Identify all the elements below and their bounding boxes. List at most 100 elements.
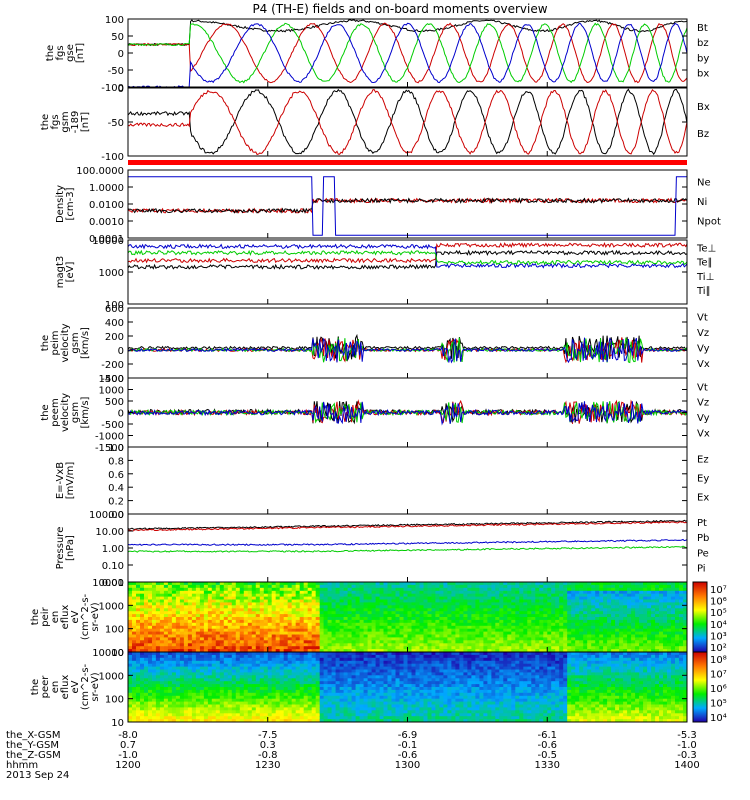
heatmap-cell xyxy=(659,584,664,589)
heatmap-cell xyxy=(251,643,257,647)
heatmap-cell xyxy=(291,684,297,688)
heatmap-cell xyxy=(267,678,273,682)
heatmap-cell xyxy=(599,649,604,652)
heatmap-cell xyxy=(207,593,213,598)
heatmap-cell xyxy=(339,660,345,665)
heatmap-cell xyxy=(199,675,205,679)
heatmap-cell xyxy=(631,614,636,618)
heatmap-cell xyxy=(195,643,201,647)
heatmap-cell xyxy=(327,713,333,717)
heatmap-cell xyxy=(627,590,632,595)
heatmap-cell xyxy=(339,713,345,717)
heatmap-cell xyxy=(195,596,201,601)
heatmap-cell xyxy=(503,602,508,606)
heatmap-cell xyxy=(215,602,221,606)
heatmap-cell xyxy=(343,672,349,676)
heatmap-cell xyxy=(507,599,512,603)
heatmap-cell xyxy=(547,596,552,601)
heatmap-cell xyxy=(239,713,245,717)
heatmap-cell xyxy=(327,669,333,673)
heatmap-cell xyxy=(675,631,680,636)
heatmap-cell xyxy=(128,596,133,601)
heatmap-cell xyxy=(391,596,397,601)
heatmap-cell xyxy=(271,698,277,703)
heatmap-cell xyxy=(323,669,329,673)
heatmap-cell xyxy=(495,637,500,641)
heatmap-cell xyxy=(319,675,325,679)
heatmap-cell xyxy=(343,660,349,665)
heatmap-cell xyxy=(267,617,273,621)
heatmap-cell xyxy=(195,660,201,665)
heatmap-cell xyxy=(435,599,440,603)
heatmap-cell xyxy=(671,608,676,612)
heatmap-cell xyxy=(231,713,237,717)
heatmap-cell xyxy=(339,698,345,703)
heatmap-cell xyxy=(463,596,468,601)
heatmap-cell xyxy=(331,669,337,673)
heatmap-cell xyxy=(439,643,444,647)
heatmap-cell xyxy=(140,704,145,708)
heatmap-cell xyxy=(140,590,145,595)
heatmap-cell xyxy=(132,663,137,668)
heatmap-cell xyxy=(375,593,381,598)
heatmap-cell xyxy=(371,593,377,598)
heatmap-cell xyxy=(379,599,385,603)
heatmap-cell xyxy=(335,596,341,601)
heatmap-cell xyxy=(291,640,297,644)
heatmap-cell xyxy=(299,666,305,671)
heatmap-cell xyxy=(515,649,520,652)
heatmap-cell xyxy=(271,617,277,621)
heatmap-cell xyxy=(323,713,329,717)
heatmap-cell xyxy=(311,640,317,644)
heatmap-cell xyxy=(351,605,357,609)
heatmap-cell xyxy=(215,704,221,708)
heatmap-cell xyxy=(219,692,225,697)
heatmap-cell xyxy=(603,619,608,624)
heatmap-cell xyxy=(203,654,209,659)
heatmap-cell xyxy=(599,614,604,618)
heatmap-cell xyxy=(667,646,672,650)
heatmap-cell xyxy=(395,649,401,652)
heatmap-cell xyxy=(223,625,229,630)
heatmap-cell xyxy=(132,695,137,700)
heatmap-cell xyxy=(511,602,516,606)
heatmap-cell xyxy=(132,713,137,717)
heatmap-cell xyxy=(339,695,345,700)
heatmap-cell xyxy=(679,646,684,650)
heatmap-cell xyxy=(367,631,373,636)
heatmap-cell xyxy=(487,643,492,647)
ytick-peem_velocity: 500 xyxy=(105,397,124,408)
heatmap-cell xyxy=(455,643,460,647)
heatmap-cell xyxy=(683,625,687,630)
heatmap-cell xyxy=(155,689,161,694)
heatmap-cell xyxy=(159,675,165,679)
heatmap-cell xyxy=(615,584,620,589)
ytick-pressure: 10.00 xyxy=(95,527,124,538)
heatmap-cell xyxy=(319,719,325,722)
heatmap-cell xyxy=(647,602,652,606)
heatmap-cell xyxy=(163,619,169,624)
heatmap-cell xyxy=(635,646,640,650)
heatmap-cell xyxy=(659,611,664,615)
heatmap-cell xyxy=(195,608,201,612)
heatmap-cell xyxy=(259,622,265,627)
heatmap-cell xyxy=(679,631,684,636)
heatmap-cell xyxy=(243,628,249,633)
ytick-density: 0.0100 xyxy=(89,200,124,211)
panel-frame xyxy=(127,169,688,239)
heatmap-cell xyxy=(152,710,157,714)
heatmap-cell xyxy=(663,640,668,644)
heatmap-cell xyxy=(675,640,680,644)
heatmap-cell xyxy=(247,599,253,603)
heatmap-cell xyxy=(327,652,333,656)
heatmap-cell xyxy=(615,611,620,615)
heatmap-cell xyxy=(243,643,249,647)
heatmap-cell xyxy=(167,582,173,586)
heatmap-cell xyxy=(187,719,193,722)
heatmap-cell xyxy=(144,719,149,722)
heatmap-cell xyxy=(303,625,309,630)
heatmap-cell xyxy=(359,608,365,612)
heatmap-cell xyxy=(128,657,133,662)
heatmap-cell xyxy=(136,596,141,601)
heatmap-cell xyxy=(271,652,277,656)
